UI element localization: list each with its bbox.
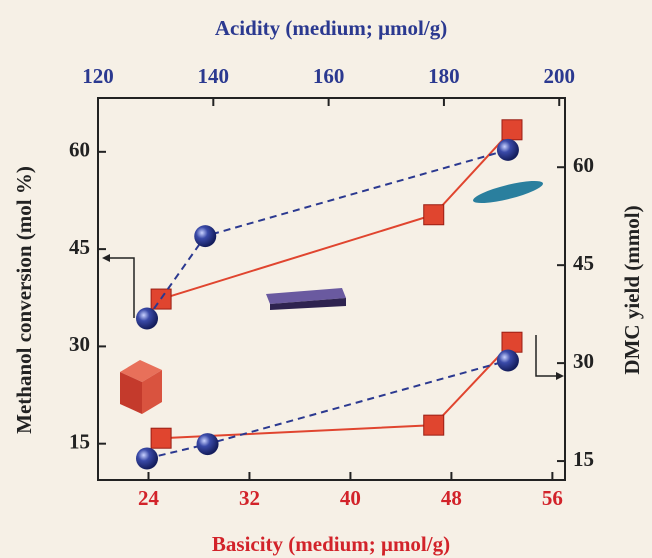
top-axis-title: Acidity (medium; μmol/g)	[215, 16, 447, 40]
y-tick-label: 30	[69, 332, 90, 356]
circle-marker	[136, 447, 158, 469]
x-tick-label: 24	[138, 486, 160, 510]
y2-tick-label: 15	[573, 447, 594, 471]
x-tick-label: 48	[441, 486, 462, 510]
cube-icon	[120, 360, 162, 414]
square-marker	[424, 415, 444, 435]
x2-tick-label: 140	[198, 64, 230, 88]
x-tick-label: 56	[542, 486, 563, 510]
x2-tick-label: 200	[543, 64, 575, 88]
x2-tick-label: 180	[428, 64, 460, 88]
rod-icon	[266, 288, 346, 310]
square-marker	[502, 120, 522, 140]
y-tick-label: 60	[69, 138, 90, 162]
right-arrowhead	[556, 372, 564, 380]
chart: Acidity (medium; μmol/g) Basicity (mediu…	[0, 0, 652, 558]
square-marker	[424, 205, 444, 225]
series-line	[161, 130, 512, 299]
x2-tick-label: 120	[82, 64, 114, 88]
y-tick-label: 45	[69, 235, 90, 259]
circle-marker	[136, 308, 158, 330]
right-arrow	[536, 335, 562, 376]
left-axis-title: Methanol conversion (mol %)	[12, 166, 36, 434]
plate-icon	[471, 176, 544, 207]
x2-tick-label: 160	[313, 64, 345, 88]
page: {"chart_data": {"type": "line", "x_label…	[0, 0, 652, 558]
y2-tick-label: 60	[573, 153, 594, 177]
x-tick-label: 32	[239, 486, 260, 510]
circle-marker	[497, 350, 519, 372]
y2-tick-label: 30	[573, 349, 594, 373]
series-line	[161, 342, 512, 438]
left-arrow	[104, 258, 134, 318]
bottom-axis-title: Basicity (medium; μmol/g)	[212, 532, 450, 556]
left-arrowhead	[102, 254, 110, 262]
x-tick-label: 40	[340, 486, 361, 510]
square-marker	[151, 428, 171, 448]
square-marker	[502, 332, 522, 352]
y-tick-label: 15	[69, 429, 90, 453]
y2-tick-label: 45	[573, 251, 594, 275]
right-axis-title: DMC yield (mmol)	[620, 205, 644, 374]
circle-marker	[497, 139, 519, 161]
circle-marker	[194, 225, 216, 247]
circle-marker	[197, 433, 219, 455]
